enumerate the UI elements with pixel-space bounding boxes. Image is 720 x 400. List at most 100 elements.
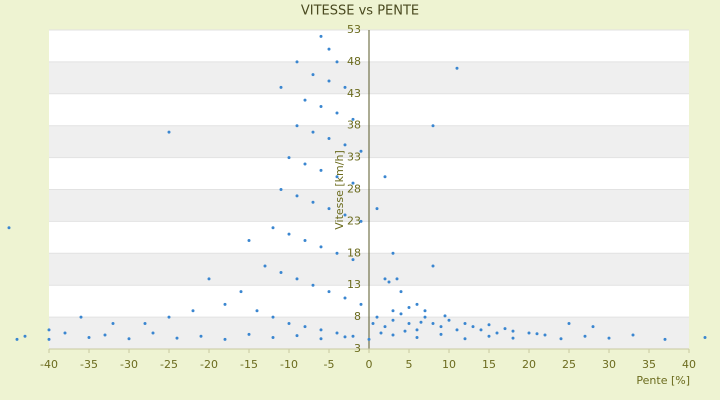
point: [287, 232, 291, 236]
x-tick-label: -5: [324, 358, 335, 371]
point: [319, 105, 323, 109]
y-tick-label: 8: [354, 310, 361, 323]
point: [455, 328, 459, 332]
point: [359, 302, 363, 306]
y-tick-label: 43: [347, 87, 361, 100]
point: [311, 200, 315, 204]
point: [247, 332, 251, 336]
point: [383, 325, 387, 329]
point: [79, 315, 83, 319]
point: [343, 296, 347, 300]
x-tick-label: 10: [442, 358, 456, 371]
point: [383, 277, 387, 281]
point: [439, 325, 443, 329]
point: [175, 336, 179, 340]
point: [303, 162, 307, 166]
point: [191, 309, 195, 313]
point: [495, 331, 499, 335]
point: [399, 312, 403, 316]
point: [663, 337, 667, 341]
x-tick-label: 15: [482, 358, 496, 371]
point: [423, 309, 427, 313]
x-tick-label: 35: [642, 358, 656, 371]
point: [463, 337, 467, 341]
point: [207, 277, 211, 281]
point: [527, 331, 531, 335]
y-tick-label: 28: [347, 183, 361, 196]
point: [303, 98, 307, 102]
point: [311, 73, 315, 77]
point: [415, 336, 419, 340]
point: [127, 337, 131, 341]
point: [543, 333, 547, 337]
point: [47, 337, 51, 341]
point: [367, 337, 371, 341]
point: [703, 336, 707, 340]
point: [375, 315, 379, 319]
point: [319, 34, 323, 38]
point: [47, 328, 51, 332]
x-tick-label: 40: [682, 358, 696, 371]
point: [379, 331, 383, 335]
point: [319, 328, 323, 332]
point: [431, 264, 435, 268]
point: [535, 332, 539, 336]
x-tick-label: -10: [280, 358, 298, 371]
point: [351, 117, 355, 121]
point: [279, 85, 283, 89]
point: [239, 290, 243, 294]
point: [335, 175, 339, 179]
point: [359, 149, 363, 153]
point: [471, 325, 475, 329]
point: [223, 337, 227, 341]
point: [419, 320, 423, 324]
point: [487, 334, 491, 338]
point: [479, 328, 483, 332]
point: [335, 331, 339, 335]
point: [287, 321, 291, 325]
x-tick-label: 5: [406, 358, 413, 371]
y-tick-label: 33: [347, 151, 361, 164]
point: [403, 329, 407, 333]
point: [255, 309, 259, 313]
point: [287, 156, 291, 160]
y-tick-label: 53: [347, 23, 361, 36]
point: [463, 321, 467, 325]
point: [199, 334, 203, 338]
point: [407, 321, 411, 325]
point: [351, 334, 355, 338]
point: [383, 175, 387, 179]
x-tick-label: -15: [240, 358, 258, 371]
point: [431, 321, 435, 325]
point: [431, 124, 435, 128]
point: [387, 280, 391, 284]
x-axis-title: Pente [%]: [636, 374, 690, 387]
y-tick-label: 38: [347, 119, 361, 132]
point: [343, 85, 347, 89]
point: [167, 130, 171, 134]
point: [375, 207, 379, 211]
point: [391, 251, 395, 255]
point: [423, 315, 427, 319]
y-tick-label: 13: [347, 278, 361, 291]
point: [559, 337, 563, 341]
point: [343, 335, 347, 339]
point: [247, 239, 251, 243]
x-tick-label: 25: [562, 358, 576, 371]
point: [583, 334, 587, 338]
point: [327, 79, 331, 83]
point: [351, 181, 355, 185]
point: [295, 124, 299, 128]
point: [503, 327, 507, 331]
x-tick-label: 0: [366, 358, 373, 371]
point: [311, 283, 315, 287]
point: [607, 336, 611, 340]
point: [295, 277, 299, 281]
x-tick-label: 20: [522, 358, 536, 371]
point: [391, 318, 395, 322]
point: [327, 47, 331, 51]
point: [567, 321, 571, 325]
point: [271, 336, 275, 340]
x-tick-label: 30: [602, 358, 616, 371]
